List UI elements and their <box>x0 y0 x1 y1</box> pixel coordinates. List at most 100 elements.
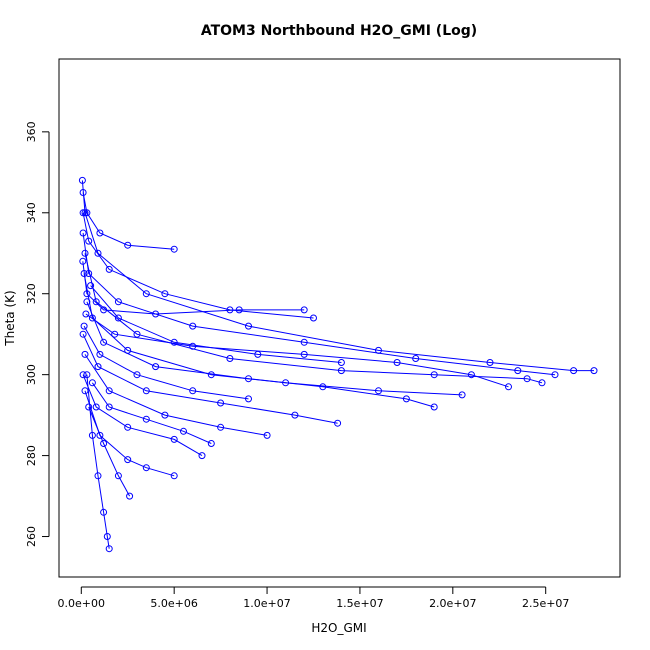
data-point <box>88 379 96 387</box>
data-point <box>207 440 215 447</box>
series-line <box>83 325 249 400</box>
series-profile-13 <box>79 189 178 253</box>
data-point <box>96 350 104 358</box>
data-point <box>590 367 598 375</box>
data-point <box>300 306 308 314</box>
data-point <box>81 350 89 358</box>
data-point <box>87 282 95 290</box>
x-axis-label: H2O_GMI <box>311 621 366 635</box>
series-profile-7 <box>81 350 271 439</box>
data-point <box>337 367 345 375</box>
data-point <box>551 371 559 379</box>
x-axis: 0.0e+00 5.0e+06 1.0e+07 1.5e+07 2.0e+07 2.5e+… <box>58 586 569 610</box>
data-point <box>96 431 104 439</box>
data-point <box>80 322 88 330</box>
data-point <box>291 411 299 419</box>
data-point <box>334 419 342 427</box>
series-line <box>82 261 305 315</box>
data-point <box>161 290 169 298</box>
series-line <box>82 192 175 250</box>
data-point <box>103 533 111 540</box>
data-point <box>114 298 122 306</box>
series-line <box>90 285 342 363</box>
x-tick-label: 5.0e+06 <box>150 597 197 610</box>
data-point <box>94 363 102 371</box>
series-profile-1 <box>78 176 598 375</box>
series-line <box>88 406 131 497</box>
data-point <box>100 440 108 447</box>
series-profile-16 <box>82 310 512 391</box>
y-tick-label: 300 <box>25 364 38 385</box>
series-line <box>82 374 203 457</box>
chart-title: ATOM3 Northbound H2O_GMI (Log) <box>201 23 477 39</box>
data-point <box>114 314 122 322</box>
x-tick-label: 1.0e+07 <box>243 597 290 610</box>
series-profile-17 <box>80 322 252 403</box>
data-point <box>180 427 187 435</box>
series-profile-10 <box>81 387 178 480</box>
data-point <box>217 399 225 407</box>
data-point <box>152 363 160 371</box>
data-point <box>105 403 113 411</box>
data-point <box>88 431 96 439</box>
data-point <box>170 245 178 253</box>
y-tick-label: 320 <box>25 283 38 304</box>
data-point <box>467 371 475 379</box>
data-point <box>189 387 197 395</box>
data-point <box>92 298 100 306</box>
data-point <box>142 290 150 298</box>
data-point <box>142 464 150 472</box>
series-profile-2 <box>79 229 559 379</box>
series-line <box>82 333 338 424</box>
x-tick-label: 2.5e+07 <box>522 597 569 610</box>
data-point <box>85 237 93 245</box>
data-point <box>300 350 308 358</box>
series-layer <box>78 176 598 553</box>
data-point <box>226 355 234 362</box>
data-point <box>83 209 91 217</box>
data-point <box>189 322 197 330</box>
data-point <box>337 359 345 366</box>
series-line <box>91 382 212 444</box>
y-axis-label: Theta (K) <box>3 290 17 346</box>
data-point <box>245 322 252 330</box>
data-point <box>486 359 494 366</box>
series-line <box>84 390 175 477</box>
series-profile-8 <box>79 371 206 460</box>
data-point <box>100 306 108 314</box>
data-point <box>189 342 197 350</box>
data-point <box>161 411 169 419</box>
data-point <box>142 387 150 395</box>
data-point <box>198 452 206 460</box>
data-point <box>79 189 87 196</box>
series-profile-18 <box>88 379 215 447</box>
data-point <box>217 423 225 431</box>
series-line <box>82 212 314 319</box>
data-point <box>100 508 108 516</box>
series-line <box>84 253 543 384</box>
data-point <box>124 423 132 431</box>
data-point <box>310 314 317 322</box>
series-profile-15 <box>79 257 308 318</box>
data-point <box>81 249 89 257</box>
y-tick-label: 340 <box>25 202 38 223</box>
data-point <box>79 257 87 265</box>
data-point <box>79 330 87 338</box>
data-point <box>111 330 119 338</box>
series-line <box>84 354 268 436</box>
data-point <box>79 209 87 217</box>
data-point <box>170 435 178 443</box>
y-axis: 260 280 300 320 340 360 <box>25 121 50 547</box>
y-tick-label: 360 <box>25 121 38 142</box>
series-profile-9 <box>83 371 113 553</box>
data-point <box>105 265 113 273</box>
data-point <box>133 371 141 379</box>
data-point <box>538 379 546 387</box>
data-point <box>319 383 327 391</box>
data-point <box>570 367 578 375</box>
data-point <box>105 545 113 553</box>
data-point <box>514 367 522 375</box>
series-line <box>81 180 594 372</box>
x-tick-label: 0.0e+00 <box>58 597 105 610</box>
